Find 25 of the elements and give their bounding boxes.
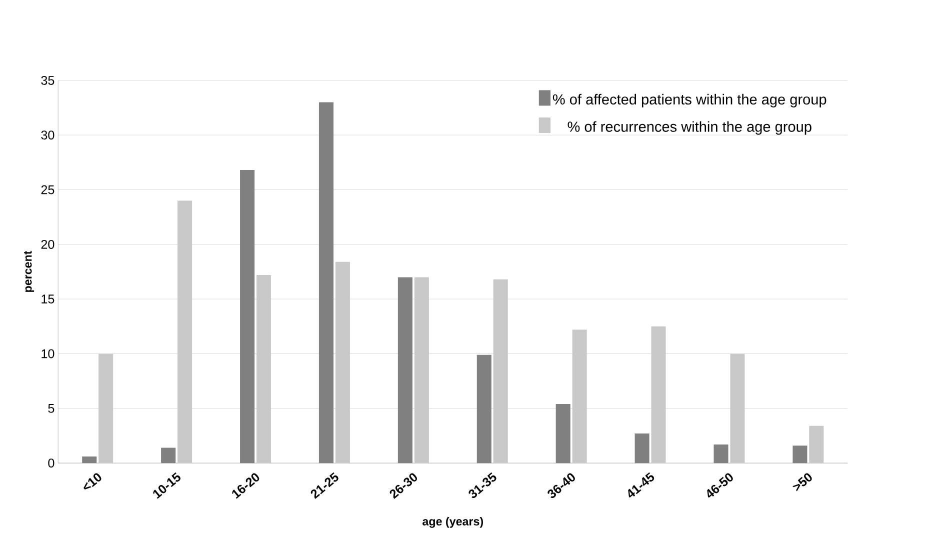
- y-tick-label: 0: [48, 458, 54, 468]
- legend-label: % of affected patients within the age group: [552, 94, 826, 108]
- bar: [792, 446, 808, 464]
- legend-label: % of recurrences within the age group: [568, 121, 812, 135]
- bar: [809, 426, 824, 464]
- y-tick-label: 5: [48, 404, 54, 413]
- y-axis-title: percent: [24, 250, 34, 292]
- x-axis-title: age (years): [422, 517, 483, 528]
- x-tick-label: <10: [84, 473, 102, 490]
- y-tick-label: 30: [41, 130, 54, 140]
- bar: [398, 277, 412, 464]
- y-tick-label: 20: [41, 240, 54, 249]
- bar: [714, 444, 728, 464]
- bar: [556, 404, 570, 464]
- y-tick-label: 10: [42, 349, 54, 358]
- bar: [634, 434, 650, 464]
- bar: [82, 456, 97, 464]
- bar: [318, 102, 334, 464]
- y-tick-label: 25: [41, 185, 54, 194]
- x-tick-label: >50: [792, 473, 812, 492]
- bar: [240, 170, 255, 464]
- bar: [161, 448, 176, 464]
- y-tick-label: 15: [42, 294, 54, 304]
- y-tick-label: 35: [41, 76, 54, 85]
- bar: [476, 354, 492, 464]
